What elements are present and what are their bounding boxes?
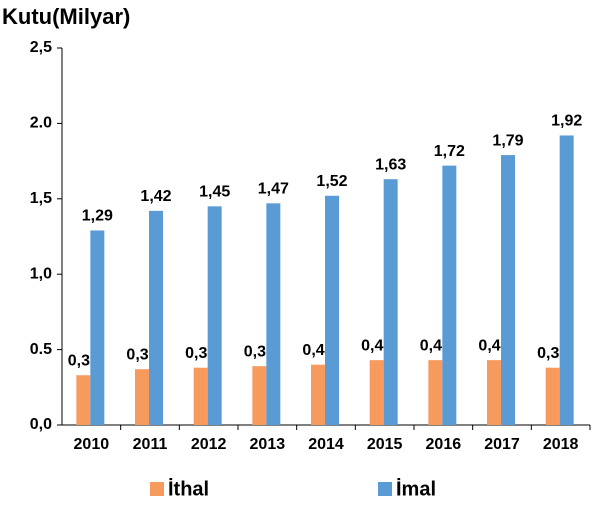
y-tick-label: 1,5: [30, 190, 52, 207]
x-tick-label: 2017: [484, 436, 520, 453]
bar: [252, 366, 267, 425]
chart-title: Kutu(Milyar): [2, 4, 130, 29]
data-label: 1,47: [258, 181, 289, 198]
x-tick-label: 2013: [250, 436, 286, 453]
x-tick-label: 2014: [308, 436, 344, 453]
bar: [90, 230, 105, 425]
bar: [135, 369, 149, 425]
data-label: 1,45: [199, 184, 230, 201]
bar: [76, 375, 91, 425]
legend-label: İmal: [396, 477, 436, 500]
bar: [325, 195, 339, 425]
x-tick-label: 2018: [543, 436, 579, 453]
legend-swatch: [378, 482, 392, 496]
x-tick-label: 2016: [426, 436, 462, 453]
x-tick-label: 2015: [367, 436, 403, 453]
legend-swatch: [150, 482, 164, 496]
data-label: 1,79: [492, 132, 523, 149]
bar: [369, 360, 384, 425]
x-tick-label: 2011: [133, 436, 168, 453]
bar: [149, 210, 163, 425]
data-label: 1,92: [551, 113, 582, 130]
data-label: 1,52: [316, 173, 347, 190]
data-label: 1,42: [140, 188, 171, 205]
y-tick-label: 0,0: [30, 416, 52, 433]
legend-label: İthal: [168, 477, 209, 500]
bar: [207, 206, 222, 425]
bar: [383, 179, 398, 425]
data-label: 1,29: [82, 208, 113, 225]
y-tick-label: 2.0: [30, 115, 52, 132]
bar: [193, 367, 208, 425]
data-label: 1,63: [375, 156, 406, 173]
bar: [311, 364, 325, 425]
y-tick-label: 1,0: [30, 265, 52, 282]
x-tick-label: 2010: [74, 436, 110, 453]
bar: [501, 155, 515, 425]
data-label: 1,72: [434, 143, 465, 160]
bar: [428, 360, 443, 425]
y-tick-label: 2,5: [30, 39, 52, 56]
bar: [266, 203, 281, 425]
x-tick-label: 2012: [191, 436, 227, 453]
y-tick-label: 0.5: [30, 341, 52, 358]
bar: [559, 135, 574, 426]
bar: [545, 367, 560, 425]
bar: [487, 360, 501, 425]
bar: [442, 165, 457, 425]
